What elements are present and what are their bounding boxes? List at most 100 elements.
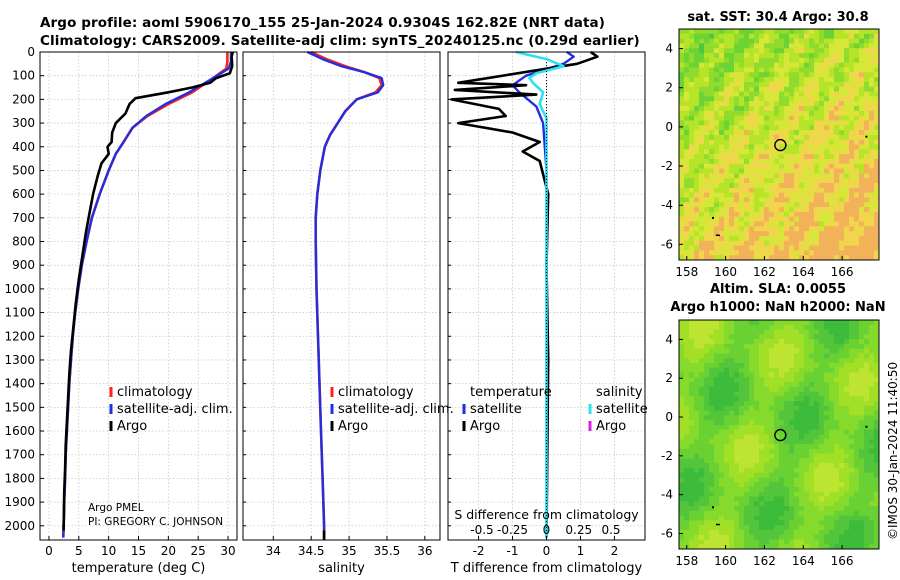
title-line-1: Argo profile: aoml 5906170_155 25-Jan-20… xyxy=(40,15,606,31)
diff-sal-label: Argo xyxy=(596,419,626,434)
sst-mark xyxy=(865,135,868,138)
diff-sal-label: satellite xyxy=(596,402,648,417)
y-tick-label: 1900 xyxy=(4,495,35,509)
series-line-temperature-satellite xyxy=(511,51,575,538)
y-tick-label: 1800 xyxy=(4,471,35,485)
series-line-argo xyxy=(62,51,235,531)
sst-frame xyxy=(678,28,880,261)
title-line-2: Climatology: CARS2009. Satellite-adj cli… xyxy=(40,33,640,49)
pi-line-2: PI: GREGORY C. JOHNSON xyxy=(88,516,224,528)
credit-text: ©IMOS 30-Jan-2024 11:40:50 xyxy=(886,361,900,540)
sla-y-tick-label: -2 xyxy=(661,449,673,463)
y-tick-label: 1000 xyxy=(4,282,35,296)
series-line-satellite-adj-clim- xyxy=(306,50,385,538)
sla-y-tick-label: 0 xyxy=(665,410,673,424)
secondary-tick-label: 0.25 xyxy=(565,523,592,537)
x-tick-label: -1 xyxy=(507,544,519,558)
sst-y-tick-label: 2 xyxy=(665,81,673,95)
temp-legend-label: Argo xyxy=(117,419,147,434)
y-tick-label: 1500 xyxy=(4,400,35,414)
y-tick-label: 900 xyxy=(12,258,35,272)
secondary-tick-label: -0.5 xyxy=(470,523,493,537)
y-tick-label: 500 xyxy=(12,163,35,177)
x-tick-label: 25 xyxy=(191,544,206,558)
diff-temp-label: Argo xyxy=(470,419,500,434)
sla-map xyxy=(679,320,880,550)
y-tick-label: 800 xyxy=(12,235,35,249)
x-tick-label: -2 xyxy=(473,544,485,558)
sst-y-tick-label: 4 xyxy=(665,42,673,56)
sla-y-tick-label: 4 xyxy=(665,332,673,346)
y-tick-label: 2000 xyxy=(4,519,35,533)
y-tick-label: 1700 xyxy=(4,448,35,462)
series-line-satellite-adj-clim- xyxy=(62,52,233,538)
sal-legend-label: satellite-adj. clim. xyxy=(338,402,454,417)
y-tick-label: 300 xyxy=(12,116,35,130)
pi-line-1: Argo PMEL xyxy=(88,502,144,514)
sst-x-tick-label: 164 xyxy=(792,265,815,279)
sla-y-tick-label: 2 xyxy=(665,371,673,385)
temp-legend-label: climatology xyxy=(117,385,193,400)
x-tick-label: 34 xyxy=(266,544,281,558)
x-tick-label: 34.5 xyxy=(298,544,325,558)
sst-x-tick-label: 160 xyxy=(714,265,737,279)
sst-y-tick-label: -4 xyxy=(661,198,673,212)
sla-y-tick-label: -4 xyxy=(661,488,673,502)
y-tick-label: 400 xyxy=(12,140,35,154)
sla-mark xyxy=(865,425,868,428)
plot-frame xyxy=(39,51,238,541)
sst-argo-location xyxy=(774,138,787,152)
sla-mark xyxy=(712,506,715,509)
sst-map xyxy=(679,29,880,261)
y-tick-label: 700 xyxy=(12,211,35,225)
series-line-temperature-argo xyxy=(450,50,599,538)
y-tick-label: 0 xyxy=(27,45,35,59)
pi-block: Argo PMEL PI: GREGORY C. JOHNSON xyxy=(88,501,223,529)
sla-x-tick-label: 164 xyxy=(792,554,815,568)
y-tick-label: 100 xyxy=(12,69,35,83)
diff-temp-label: satellite xyxy=(470,402,522,417)
x-tick-label: 36 xyxy=(417,544,432,558)
x-axis-label: salinity xyxy=(318,561,365,576)
plot-frame xyxy=(242,51,441,541)
sal-legend-label: Argo xyxy=(338,419,368,434)
x-axis-label: T difference from climatology xyxy=(450,561,643,576)
temp-legend-label: satellite-adj. clim. xyxy=(117,402,233,417)
diff-legend-header: salinity xyxy=(596,385,643,400)
sla-x-tick-label: 160 xyxy=(714,554,737,568)
sla-mark xyxy=(715,523,720,526)
sla-map-title-2: Argo h1000: NaN h2000: NaN xyxy=(670,300,886,315)
sla-frame xyxy=(678,319,880,550)
sst-mark xyxy=(712,216,715,219)
series-line-climatology xyxy=(62,52,229,538)
x-tick-label: 15 xyxy=(131,544,146,558)
sst-mark xyxy=(715,234,720,237)
x-tick-label: 1 xyxy=(577,544,585,558)
sst-y-tick-label: 0 xyxy=(665,120,673,134)
y-tick-label: 200 xyxy=(12,92,35,106)
secondary-tick-label: -0.25 xyxy=(497,523,528,537)
sst-x-tick-label: 162 xyxy=(753,265,776,279)
sst-x-tick-label: 166 xyxy=(831,265,854,279)
x-tick-label: 2 xyxy=(611,544,619,558)
series-line-salinity-satellite xyxy=(515,50,565,538)
x-tick-label: 20 xyxy=(161,544,176,558)
sla-x-tick-label: 166 xyxy=(831,554,854,568)
y-tick-label: 1200 xyxy=(4,329,35,343)
y-tick-label: 600 xyxy=(12,187,35,201)
secondary-tick-label: 0 xyxy=(543,523,551,537)
x-tick-label: 0 xyxy=(543,544,551,558)
y-tick-label: 1600 xyxy=(4,424,35,438)
sst-y-tick-label: -2 xyxy=(661,159,673,173)
x-tick-label: 35.5 xyxy=(374,544,401,558)
y-tick-label: 1300 xyxy=(4,353,35,367)
sst-x-tick-label: 158 xyxy=(675,265,698,279)
diff-legend-header: temperature xyxy=(470,385,552,400)
sla-x-tick-label: 162 xyxy=(753,554,776,568)
y-tick-label: 1400 xyxy=(4,377,35,391)
sal-legend-label: climatology xyxy=(338,385,414,400)
sla-y-tick-label: -6 xyxy=(661,526,673,540)
x-axis-label: temperature (deg C) xyxy=(72,561,206,576)
x-tick-label: 5 xyxy=(75,544,83,558)
